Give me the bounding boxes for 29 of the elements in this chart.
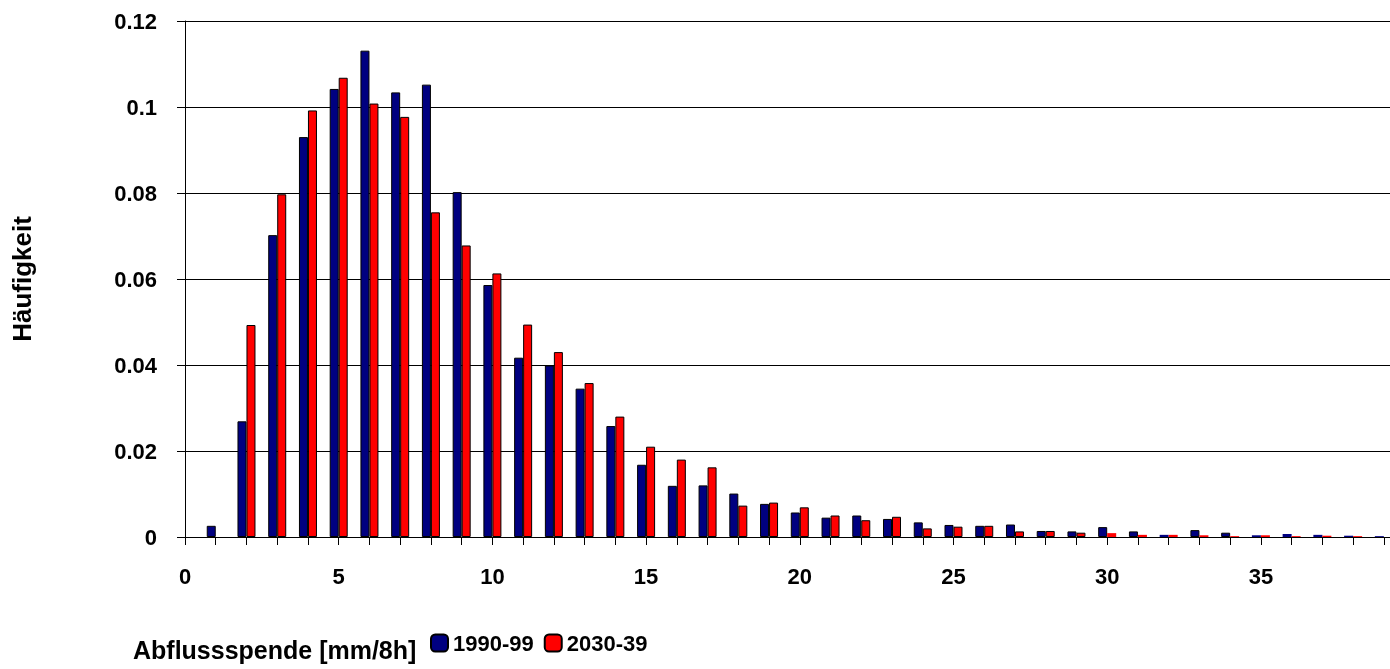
bar xyxy=(1098,527,1108,537)
x-tick-label: 25 xyxy=(941,563,966,589)
bar xyxy=(1137,534,1147,537)
x-axis-title: Abflussspende [mm/8h] xyxy=(133,635,417,664)
x-tick-label: 20 xyxy=(787,563,813,589)
bar xyxy=(1282,533,1292,537)
y-tick-label: 0.12 xyxy=(114,8,157,34)
y-tick-label: 0 xyxy=(144,524,157,550)
bar xyxy=(1168,534,1178,537)
bar xyxy=(1128,531,1138,537)
y-tick-label: 0.06 xyxy=(114,266,157,292)
x-tick-label: 35 xyxy=(1248,563,1274,589)
bar xyxy=(1221,532,1231,537)
legend-label: 1990-99 xyxy=(453,630,534,656)
y-tick-label: 0.04 xyxy=(114,352,158,378)
x-tick-label: 0 xyxy=(178,563,192,589)
bar xyxy=(1313,534,1323,537)
x-tick-label: 10 xyxy=(480,563,505,589)
legend-label: 2030-39 xyxy=(566,630,648,656)
y-axis-title: Häufigkeit xyxy=(7,215,37,342)
bar xyxy=(1159,534,1169,537)
x-tick-label: 5 xyxy=(332,563,345,589)
y-tick-label: 0.1 xyxy=(126,94,157,120)
y-tick-label: 0.08 xyxy=(114,180,157,206)
y-tick-label: 0.02 xyxy=(114,438,157,464)
x-tick-label: 30 xyxy=(1094,563,1120,589)
bar xyxy=(1190,530,1200,537)
bar xyxy=(1107,533,1117,537)
x-tick-label: 15 xyxy=(633,563,659,589)
